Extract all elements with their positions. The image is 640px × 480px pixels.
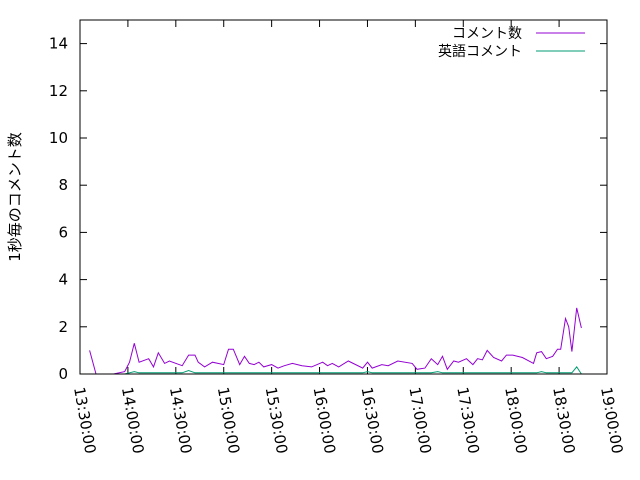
y-tick-label: 10 xyxy=(49,129,68,147)
axis-ticks: 0 2 4 6 8 10 12 14 13:30:00 14:00:00 14:30:00 15:00… xyxy=(49,20,626,455)
x-tick-label: 16:30:00 xyxy=(358,386,387,455)
x-tick-label: 14:00:00 xyxy=(118,386,147,455)
x-tick-label: 18:00:00 xyxy=(501,386,530,455)
legend-label: 英語コメント xyxy=(438,43,522,60)
x-tick-label: 19:00:00 xyxy=(597,386,626,455)
x-tick-label: 15:30:00 xyxy=(262,386,291,455)
series-line-0 xyxy=(89,307,582,375)
x-tick-label: 17:00:00 xyxy=(405,386,434,455)
x-tick-label: 17:30:00 xyxy=(453,386,482,455)
series-lines xyxy=(89,307,582,375)
y-tick-label: 4 xyxy=(58,271,68,289)
y-tick-label: 6 xyxy=(58,223,68,241)
series-line-1 xyxy=(89,366,582,375)
y-tick-label: 12 xyxy=(49,82,68,100)
x-tick-label: 16:00:00 xyxy=(310,386,339,455)
x-tick-label: 13:30:00 xyxy=(70,386,99,455)
y-tick-label: 2 xyxy=(58,318,68,336)
y-tick-label: 8 xyxy=(58,176,68,194)
legend-label: コメント数 xyxy=(452,26,522,42)
x-tick-label: 14:30:00 xyxy=(166,386,195,455)
plot-border xyxy=(79,19,608,375)
y-tick-label: 0 xyxy=(58,365,68,383)
y-tick-label: 14 xyxy=(49,35,68,53)
y-axis-label: 1秒毎のコメント数 xyxy=(6,132,24,262)
x-tick-label: 18:30:00 xyxy=(549,386,578,455)
x-tick-label: 15:00:00 xyxy=(214,386,243,455)
